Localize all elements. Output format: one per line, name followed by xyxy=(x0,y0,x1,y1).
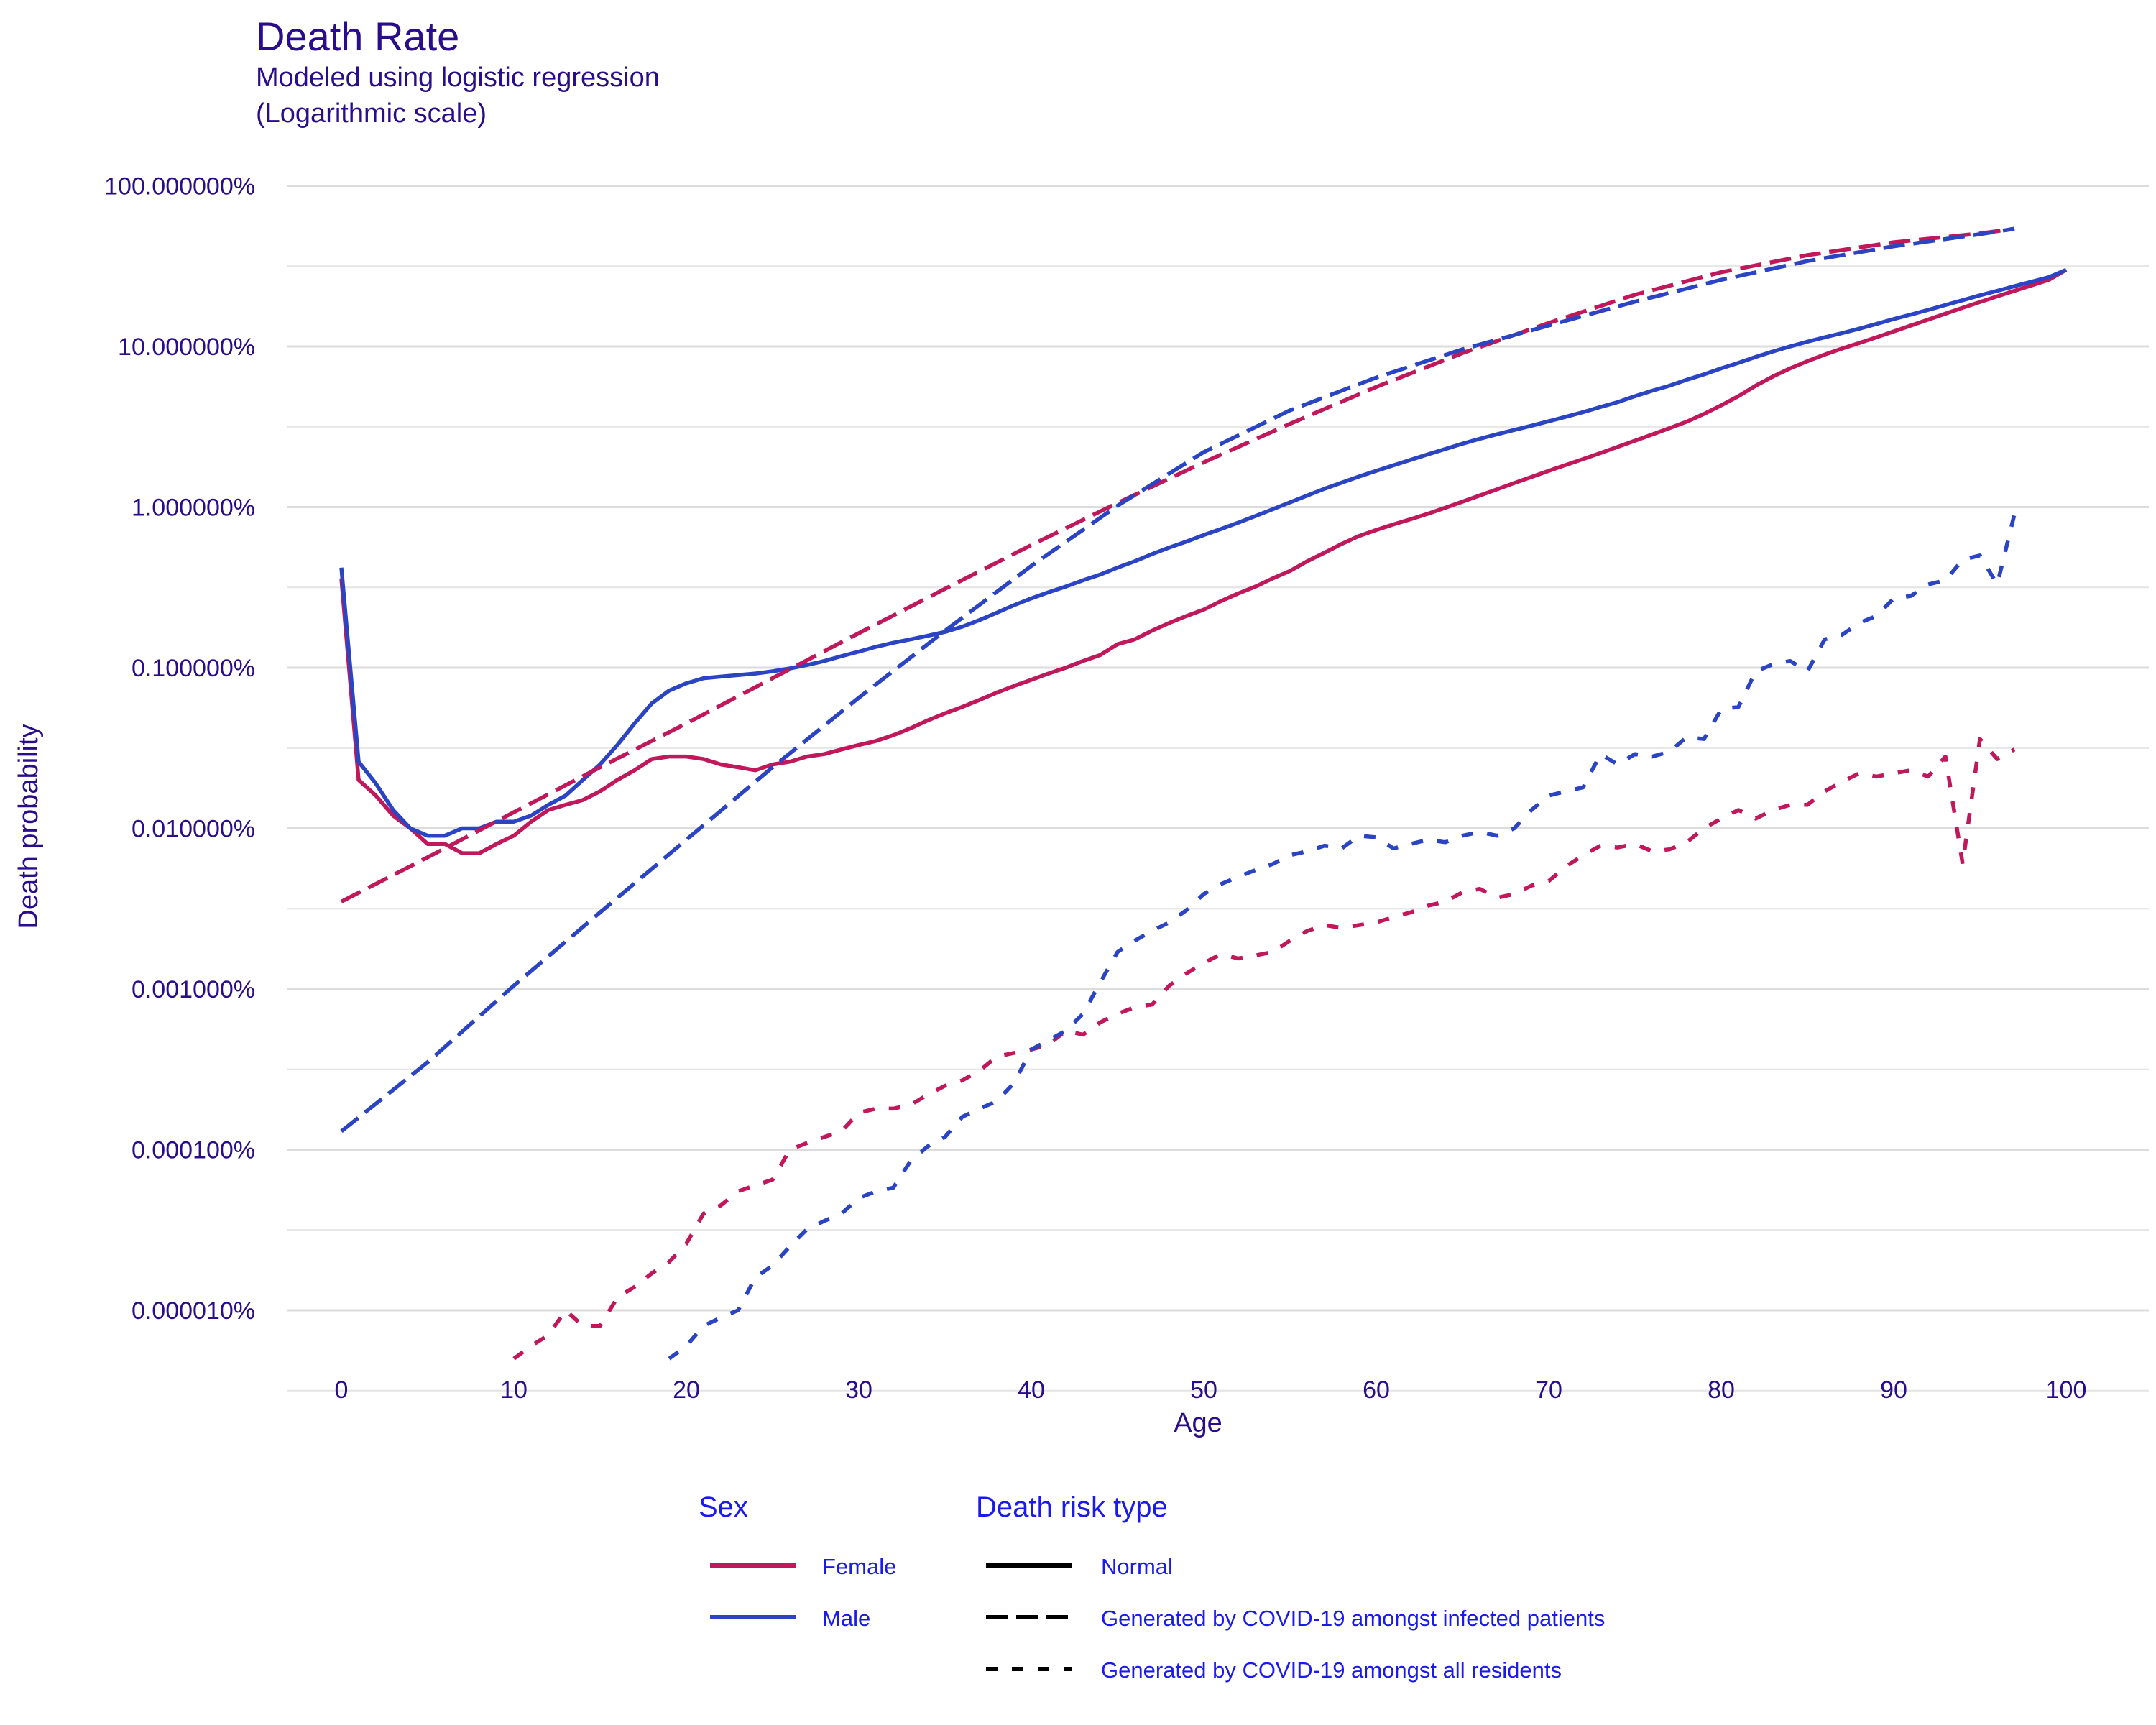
x-tick-label: 80 xyxy=(1708,1376,1735,1404)
y-tick-label: 1.000000% xyxy=(132,494,255,522)
x-axis-ticks: 0 10 20 30 40 50 60 70 80 90 100 xyxy=(335,1376,2087,1404)
x-tick-label: 40 xyxy=(1018,1376,1045,1404)
y-tick-label: 0.100000% xyxy=(132,655,255,682)
legend: Sex Death risk type Female Male Normal G… xyxy=(699,1491,1605,1683)
chart-title: Death Rate xyxy=(256,14,459,59)
x-axis-label: Age xyxy=(1174,1408,1222,1438)
y-axis-ticks: 0.000010% 0.000100% 0.001000% 0.010000% 0.10… xyxy=(104,173,255,1325)
x-tick-label: 0 xyxy=(335,1376,349,1404)
x-tick-label: 90 xyxy=(1880,1376,1907,1404)
series-line-male-dashed xyxy=(668,514,2017,1361)
legend-type-title: Death risk type xyxy=(976,1491,1168,1523)
series-line-female-dashed xyxy=(512,737,2016,1361)
y-tick-label: 0.010000% xyxy=(132,816,255,843)
chart-subtitle-line-1: Modeled using logistic regression xyxy=(256,63,660,93)
plot-series xyxy=(339,226,2068,1361)
legend-label-female: Female xyxy=(822,1554,896,1579)
legend-sex-title: Sex xyxy=(699,1491,748,1523)
y-axis-label: Death probability xyxy=(14,724,44,929)
x-tick-label: 30 xyxy=(845,1376,872,1404)
y-tick-label: 0.000010% xyxy=(132,1297,255,1325)
y-tick-label: 0.000100% xyxy=(132,1137,255,1164)
y-tick-label: 100.000000% xyxy=(104,173,255,201)
series-line-female-solid xyxy=(339,268,2068,855)
legend-label-male: Male xyxy=(822,1606,870,1631)
gridlines xyxy=(287,185,2149,1392)
x-tick-label: 70 xyxy=(1535,1376,1562,1404)
x-tick-label: 100 xyxy=(2046,1376,2087,1404)
x-tick-label: 50 xyxy=(1190,1376,1217,1404)
x-tick-label: 10 xyxy=(500,1376,528,1404)
legend-label-infected: Generated by COVID-19 amongst infected p… xyxy=(1101,1606,1605,1631)
series-line-male-solid xyxy=(339,267,2068,838)
chart-subtitle-line-2: (Logarithmic scale) xyxy=(256,98,487,129)
x-tick-label: 20 xyxy=(673,1376,700,1404)
legend-label-normal: Normal xyxy=(1101,1554,1173,1579)
y-tick-label: 0.001000% xyxy=(132,976,255,1003)
legend-label-all-residents: Generated by COVID-19 amongst all reside… xyxy=(1101,1657,1562,1683)
series-line-female-longdash xyxy=(340,226,2015,903)
y-tick-label: 10.000000% xyxy=(118,334,255,361)
x-tick-label: 60 xyxy=(1363,1376,1390,1404)
series-line-male-longdash xyxy=(340,226,2015,1133)
